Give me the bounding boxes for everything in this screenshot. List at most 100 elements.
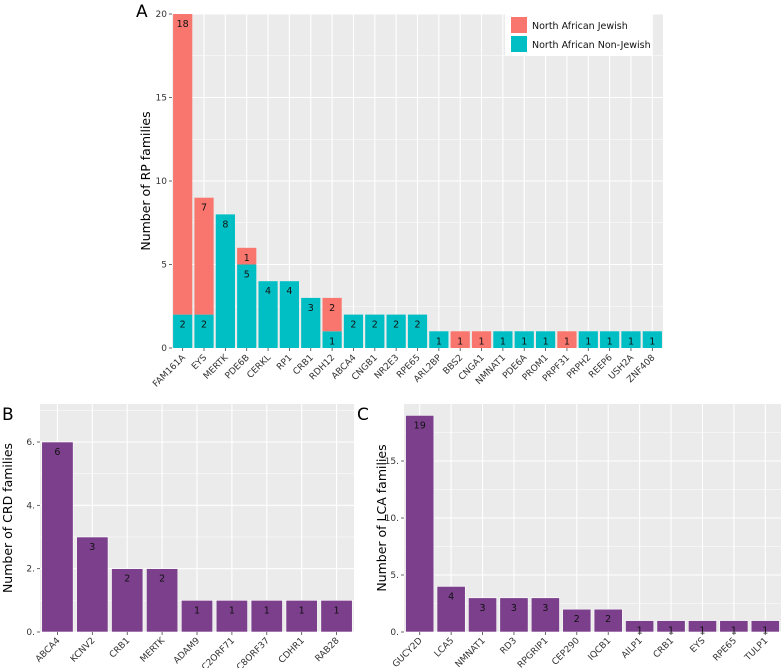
y-tick-label-b: 0. (26, 628, 35, 638)
data-label-a-cngb1-north-african-non-jewish: 2 (372, 320, 378, 331)
data-label-a-pde6b-north-african-jewish: 1 (244, 253, 250, 264)
bar-c-rpgrip1 (530, 597, 560, 633)
bar-a-nmnat1-north-african-non-jewish (493, 331, 513, 348)
data-label-a-crb1-north-african-non-jewish: 3 (308, 303, 314, 314)
data-label-a-pde6b-north-african-non-jewish: 5 (244, 270, 250, 281)
bar-a-pde6b-north-african-non-jewish (237, 264, 257, 348)
bar-b-adam9 (181, 600, 214, 633)
x-tick-label-b-adam9: ADAM9 (172, 636, 202, 666)
bar-a-rp1-north-african-non-jewish (279, 281, 300, 348)
data-label-a-prph2-north-african-non-jewish: 1 (585, 336, 591, 347)
x-tick-label-c-lca5: LCA5 (433, 636, 456, 659)
data-label-c-eys: 1 (699, 626, 705, 637)
y-tick-label-a: 0 (161, 344, 167, 354)
legend-background (505, 14, 652, 56)
data-label-a-mertk-north-african-non-jewish: 8 (222, 219, 228, 230)
data-label-a-eys-north-african-jewish: 7 (201, 203, 207, 214)
data-label-a-rp1-north-african-non-jewish: 4 (286, 286, 292, 297)
x-tick-label-a-nr2e3: NR2E3 (373, 353, 401, 381)
data-label-c-ailp1: 1 (637, 626, 643, 637)
data-label-a-bbs2-north-african-jewish: 1 (457, 336, 463, 347)
legend-label-north-african-jewish: North African Jewish (532, 21, 628, 32)
y-tick-label-b: 2. (26, 565, 35, 575)
data-label-b-mertk: 2 (159, 574, 165, 585)
y-axis-label-a: Number of RP families (138, 111, 153, 250)
bar-a-rdh12-north-african-non-jewish (322, 331, 342, 348)
data-label-a-prpf31-north-african-jewish: 1 (564, 336, 570, 347)
bar-a-rdh12-north-african-jewish (322, 297, 342, 332)
x-tick-label-b-cdhr1: CDHR1 (277, 636, 307, 666)
y-tick-label-c: 15. (385, 457, 399, 467)
bar-b-rab28 (320, 600, 353, 633)
bar-c-lca5 (436, 586, 466, 633)
bar-b-crb1 (111, 568, 144, 633)
legend-swatch-north-african-jewish (511, 17, 527, 33)
data-label-a-rdh12-north-african-jewish: 2 (329, 303, 335, 314)
bar-b-cdhr1 (285, 600, 318, 633)
bar-a-nr2e3-north-african-non-jewish (386, 314, 406, 348)
panel-letter-a: A (136, 2, 148, 22)
data-label-b-c8orf37: 1 (264, 605, 270, 616)
data-label-a-arl2bp-north-african-non-jewish: 1 (436, 336, 442, 347)
x-tick-label-a-prph2: PRPH2 (565, 353, 593, 381)
data-label-b-c2orf71: 1 (229, 605, 235, 616)
x-tick-label-b-kcnv2: KCNV2 (69, 636, 98, 665)
bar-a-arl2bp-north-african-non-jewish (429, 331, 449, 348)
data-label-a-fam161a-north-african-jewish: 18 (177, 19, 189, 30)
data-label-a-reep6-north-african-non-jewish: 1 (607, 336, 613, 347)
bar-a-eys-north-african-jewish (194, 197, 214, 315)
x-tick-label-c-ailp1: AILP1 (620, 636, 645, 661)
data-label-a-rpe65-north-african-non-jewish: 2 (414, 320, 420, 331)
x-tick-label-c-crb1: CRB1 (652, 636, 676, 660)
panel-letter-b: B (2, 405, 14, 425)
bar-a-prom1-north-african-non-jewish (535, 331, 556, 348)
data-label-c-rd3: 3 (511, 603, 517, 614)
x-tick-label-c-rpe65: RPE65 (712, 636, 739, 663)
bar-a-cerkl-north-african-non-jewish (258, 281, 278, 348)
y-tick-label-b: 4. (26, 501, 35, 511)
x-tick-label-b-rab28: RAB28 (314, 636, 342, 664)
y-tick-label-a: 10 (156, 177, 168, 187)
bar-a-prpf31-north-african-jewish (557, 331, 577, 348)
chart-b: 0. 2. 4. 6. 6 ABCA4 3 KCNV2 2 CRB1 2 MERTK 1 ADAM9 1 C2… (0, 404, 354, 668)
y-tick-label-a: 5 (161, 261, 167, 271)
data-label-c-rpe65: 1 (731, 626, 737, 637)
legend-swatch-north-african-non-jewish (511, 36, 527, 52)
bar-a-fam161a-north-african-non-jewish (173, 314, 193, 348)
data-label-a-ush2a-north-african-non-jewish: 1 (628, 336, 634, 347)
bar-c-nmnat1 (468, 597, 497, 633)
bar-b-c2orf71 (215, 600, 248, 633)
bar-a-reep6-north-african-non-jewish (600, 331, 620, 348)
data-label-a-znf408-north-african-non-jewish: 1 (649, 336, 655, 347)
data-label-a-nr2e3-north-african-non-jewish: 2 (393, 320, 399, 331)
x-tick-label-c-tulp1: TULP1 (743, 636, 771, 664)
data-label-c-gucy2d: 19 (414, 420, 426, 431)
bar-c-gucy2d (405, 415, 435, 633)
y-tick-label-a: 20 (156, 10, 168, 20)
data-label-a-prom1-north-african-non-jewish: 1 (543, 336, 549, 347)
data-label-b-abca4: 6 (54, 447, 60, 458)
y-tick-label-c: 5. (390, 571, 399, 581)
data-label-a-abca4-north-african-non-jewish: 2 (350, 320, 356, 331)
legend-label-north-african-non-jewish: North African Non-Jewish (532, 40, 651, 51)
x-tick-label-b-c8orf37: C8ORF37 (235, 636, 272, 668)
bar-a-cnga1-north-african-jewish (471, 331, 492, 348)
panel-letter-c: C (357, 405, 369, 425)
data-label-a-fam161a-north-african-non-jewish: 2 (180, 320, 186, 331)
data-label-c-lca5: 4 (448, 591, 454, 602)
x-tick-label-b-abca4: ABCA4 (34, 636, 63, 665)
x-tick-label-b-c2orf71: C2ORF71 (200, 636, 237, 668)
data-label-b-adam9: 1 (194, 605, 200, 616)
data-label-a-nmnat1-north-african-non-jewish: 1 (500, 336, 506, 347)
x-tick-label-c-eys: EYS (689, 636, 708, 655)
bar-a-bbs2-north-african-jewish (450, 331, 470, 348)
y-tick-label-a: 15 (156, 94, 167, 104)
y-tick-label-c: 10. (385, 514, 399, 524)
bar-b-mertk (146, 568, 179, 633)
bar-a-pde6a-north-african-non-jewish (514, 331, 534, 348)
x-tick-label-b-crb1: CRB1 (108, 636, 132, 660)
data-label-a-cerkl-north-african-non-jewish: 4 (265, 286, 271, 297)
data-label-c-tulp1: 1 (762, 626, 768, 637)
bar-a-znf408-north-african-non-jewish (642, 331, 662, 348)
